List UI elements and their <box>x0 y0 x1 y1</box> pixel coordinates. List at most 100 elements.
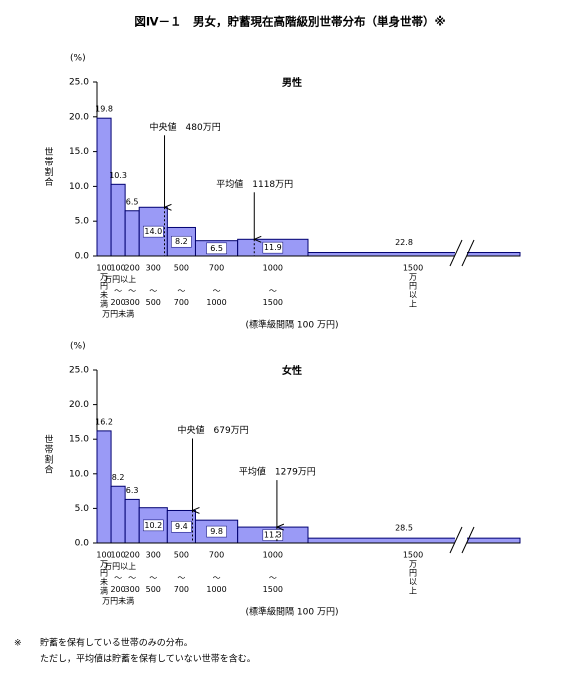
share-label: 9.8 <box>210 527 223 536</box>
x-bin-label: 700 <box>209 551 224 560</box>
axis-break <box>449 239 463 267</box>
x-axis-label: (標準級間隔 100 万円) <box>246 606 339 618</box>
x-bin-label: 〜 <box>128 574 136 583</box>
x-bin-label: 万 <box>100 560 108 569</box>
mean-label: 平均値 1279万円 <box>239 466 316 478</box>
x-bin-label: 満 <box>100 300 108 309</box>
x-bin-label: 〜 <box>213 574 221 583</box>
label-box <box>143 225 164 238</box>
mean-label: 平均値 1118万円 <box>216 178 293 190</box>
label-box <box>143 519 164 532</box>
x-axis-label: (標準級間隔 100 万円) <box>246 319 339 331</box>
share-label: 16.2 <box>95 417 113 426</box>
x-bin-label: 200 <box>125 551 140 560</box>
share-label: 28.5 <box>395 524 413 533</box>
share-label: 8.2 <box>175 237 188 246</box>
y-tick-label: 20.0 <box>69 112 89 122</box>
x-bin-label: 満 <box>100 587 108 596</box>
y-tick-label: 25.0 <box>69 78 89 88</box>
x-bin-label: 1000 <box>263 551 283 560</box>
x-bin-label: 200 <box>110 298 125 307</box>
x-bin-label: 300 <box>125 585 140 594</box>
share-label: 14.0 <box>144 227 162 236</box>
x-bin-label: 万円以上 <box>104 275 136 284</box>
footnote: 貯蓄を保有している世帯のみの分布。 <box>40 637 193 649</box>
footnote: ただし，平均値は貯蓄を保有していない世帯を含む。 <box>40 653 256 665</box>
chart-title: 女性 <box>282 364 302 377</box>
x-bin-label: 万 <box>409 273 417 282</box>
label-box <box>171 520 192 533</box>
x-bin-label: 以 <box>409 578 417 587</box>
share-label: 10.2 <box>144 521 162 530</box>
x-bin-label: 500 <box>146 585 161 594</box>
y-tick-label: 10.0 <box>69 469 89 479</box>
bar <box>124 210 140 257</box>
x-bin-label: 〜 <box>177 287 185 296</box>
y-unit: (%) <box>70 342 86 352</box>
bar <box>124 498 140 544</box>
label-box <box>206 242 227 255</box>
x-bin-label: 〜 <box>114 574 122 583</box>
bar <box>307 537 521 544</box>
label-box <box>262 529 284 541</box>
x-bin-label: 200 <box>125 264 140 273</box>
y-tick-label: 5.0 <box>75 217 90 227</box>
x-bin-label: 円 <box>409 282 417 291</box>
y-axis-label: 世帯割合 <box>43 433 54 474</box>
axis-break <box>461 526 475 554</box>
x-bin-label: 300 <box>125 298 140 307</box>
y-axis-label: 世帯割合 <box>43 146 54 187</box>
bar <box>307 252 521 257</box>
x-bin-label: 100 <box>110 551 125 560</box>
y-tick-label: 10.0 <box>69 182 89 192</box>
x-bin-label: 500 <box>146 298 161 307</box>
x-bin-label: 未 <box>100 577 108 587</box>
x-bin-label: 〜 <box>128 287 136 296</box>
x-bin-label: 〜 <box>177 574 185 583</box>
x-bin-label: 700 <box>174 298 189 307</box>
bar <box>110 183 126 257</box>
bar <box>96 430 112 544</box>
x-bin-label: 〜 <box>149 574 157 583</box>
label-box <box>206 525 227 538</box>
x-bin-label: 以 <box>409 291 417 300</box>
label-box <box>171 235 192 248</box>
x-bin-label: 万 <box>409 560 417 569</box>
x-bin-label: 円 <box>100 282 108 291</box>
share-label: 11.9 <box>264 243 282 252</box>
x-bin-label: 1500 <box>263 585 283 594</box>
x-bin-label: 万 <box>100 273 108 282</box>
share-label: 6.3 <box>126 486 139 495</box>
footnote-mark: ※ <box>14 639 22 649</box>
bar <box>110 485 126 544</box>
bar <box>96 117 112 257</box>
x-bin-label: 500 <box>174 551 189 560</box>
chart-title: 男性 <box>282 76 302 89</box>
y-unit: (%) <box>70 54 86 64</box>
x-bin-label: 500 <box>174 264 189 273</box>
share-label: 22.8 <box>395 238 413 247</box>
label-box <box>262 241 284 254</box>
x-bin-label: 〜 <box>114 287 122 296</box>
x-bin-label: 万円以上 <box>104 562 136 571</box>
x-bin-label: 1500 <box>403 264 423 273</box>
x-bin-label: 200 <box>110 585 125 594</box>
axis-break <box>461 239 475 267</box>
x-bin-label: 未 <box>100 290 108 300</box>
axis-break <box>449 526 463 554</box>
median-label: 中央値 480万円 <box>150 121 221 133</box>
y-tick-label: 0.0 <box>75 252 90 262</box>
x-bin-label: 〜 <box>269 287 277 296</box>
share-label: 19.8 <box>95 105 113 114</box>
share-label: 6.5 <box>210 244 223 253</box>
y-tick-label: 5.0 <box>75 504 90 514</box>
y-tick-label: 25.0 <box>69 366 89 376</box>
share-label: 9.4 <box>175 522 188 531</box>
x-bin-label: 万円未満 <box>102 596 134 606</box>
x-bin-label: 1000 <box>263 264 283 273</box>
x-bin-label: 700 <box>174 585 189 594</box>
share-label: 8.2 <box>112 473 125 482</box>
x-bin-label: 1000 <box>206 298 226 307</box>
x-bin-label: 100 <box>96 264 111 273</box>
